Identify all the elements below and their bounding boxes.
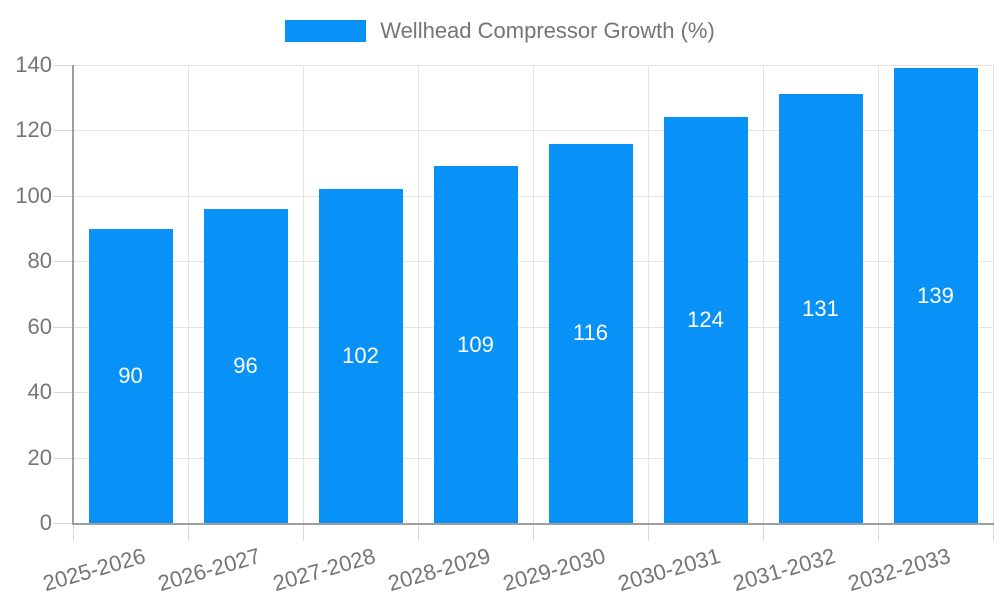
y-axis-tick-label: 60: [27, 313, 52, 339]
y-axis-tick: [53, 457, 73, 459]
bar-value-label: 139: [917, 282, 954, 308]
y-axis-tick-label: 100: [15, 182, 52, 208]
vertical-gridline: [188, 65, 189, 523]
vertical-gridline: [763, 65, 764, 523]
x-axis-tick: [418, 523, 419, 541]
bar[interactable]: [433, 166, 518, 523]
bar-value-label: 124: [687, 307, 724, 333]
x-axis-tick: [648, 523, 649, 541]
bar[interactable]: [548, 143, 633, 523]
x-axis-category-label: 2026-2027: [154, 543, 263, 597]
x-axis-category-label: 2027-2028: [269, 543, 378, 597]
y-axis-tick-label: 0: [39, 510, 52, 535]
y-axis-tick-label: 40: [27, 379, 52, 405]
x-axis-line: [72, 523, 994, 525]
x-axis-tick: [763, 523, 764, 541]
vertical-gridline: [993, 65, 994, 523]
vertical-gridline: [418, 65, 419, 523]
x-axis-category-label: 2030-2031: [614, 543, 723, 597]
y-axis-tick-label: 20: [27, 444, 52, 470]
vertical-gridline: [533, 65, 534, 523]
legend: Wellhead Compressor Growth (%): [0, 18, 1000, 44]
bar[interactable]: [318, 189, 403, 523]
bar-value-label: 109: [457, 331, 494, 357]
bar[interactable]: [88, 228, 173, 523]
bar[interactable]: [893, 68, 978, 523]
y-axis-tick: [53, 130, 73, 132]
x-axis-tick: [73, 523, 74, 541]
y-axis-line: [72, 65, 74, 523]
x-axis-category-label: 2028-2029: [384, 543, 493, 597]
x-axis-category-label: 2025-2026: [39, 543, 148, 597]
y-axis-tick-label: 120: [15, 117, 52, 143]
y-axis-tick-label: 80: [27, 248, 52, 274]
legend-label: Wellhead Compressor Growth (%): [380, 18, 715, 43]
x-axis-tick: [878, 523, 879, 541]
legend-swatch-icon: [285, 20, 367, 42]
x-axis-tick: [303, 523, 304, 541]
bar[interactable]: [778, 94, 863, 523]
vertical-gridline: [648, 65, 649, 523]
bar[interactable]: [663, 117, 748, 523]
y-axis-tick: [53, 65, 73, 66]
x-axis-tick: [533, 523, 534, 541]
x-axis-tick: [188, 523, 189, 541]
x-axis-category-label: 2031-2032: [729, 543, 838, 597]
y-axis-tick: [53, 261, 73, 263]
vertical-gridline: [303, 65, 304, 523]
x-axis-category-label: 2029-2030: [499, 543, 608, 597]
x-axis-category-label: 2032-2033: [844, 543, 953, 597]
y-axis-tick: [53, 392, 73, 394]
y-axis-tick: [53, 195, 73, 197]
x-axis-tick: [993, 523, 994, 541]
bar-value-label: 96: [233, 352, 258, 378]
y-axis-tick-label: 140: [15, 52, 52, 77]
bar-value-label: 131: [802, 295, 839, 321]
bar[interactable]: [203, 208, 288, 523]
bar-value-label: 116: [572, 320, 609, 346]
bar-value-label: 102: [342, 343, 379, 369]
vertical-gridline: [878, 65, 879, 523]
bar-value-label: 90: [118, 362, 143, 388]
y-axis-tick: [53, 326, 73, 328]
y-axis-tick: [53, 523, 73, 524]
